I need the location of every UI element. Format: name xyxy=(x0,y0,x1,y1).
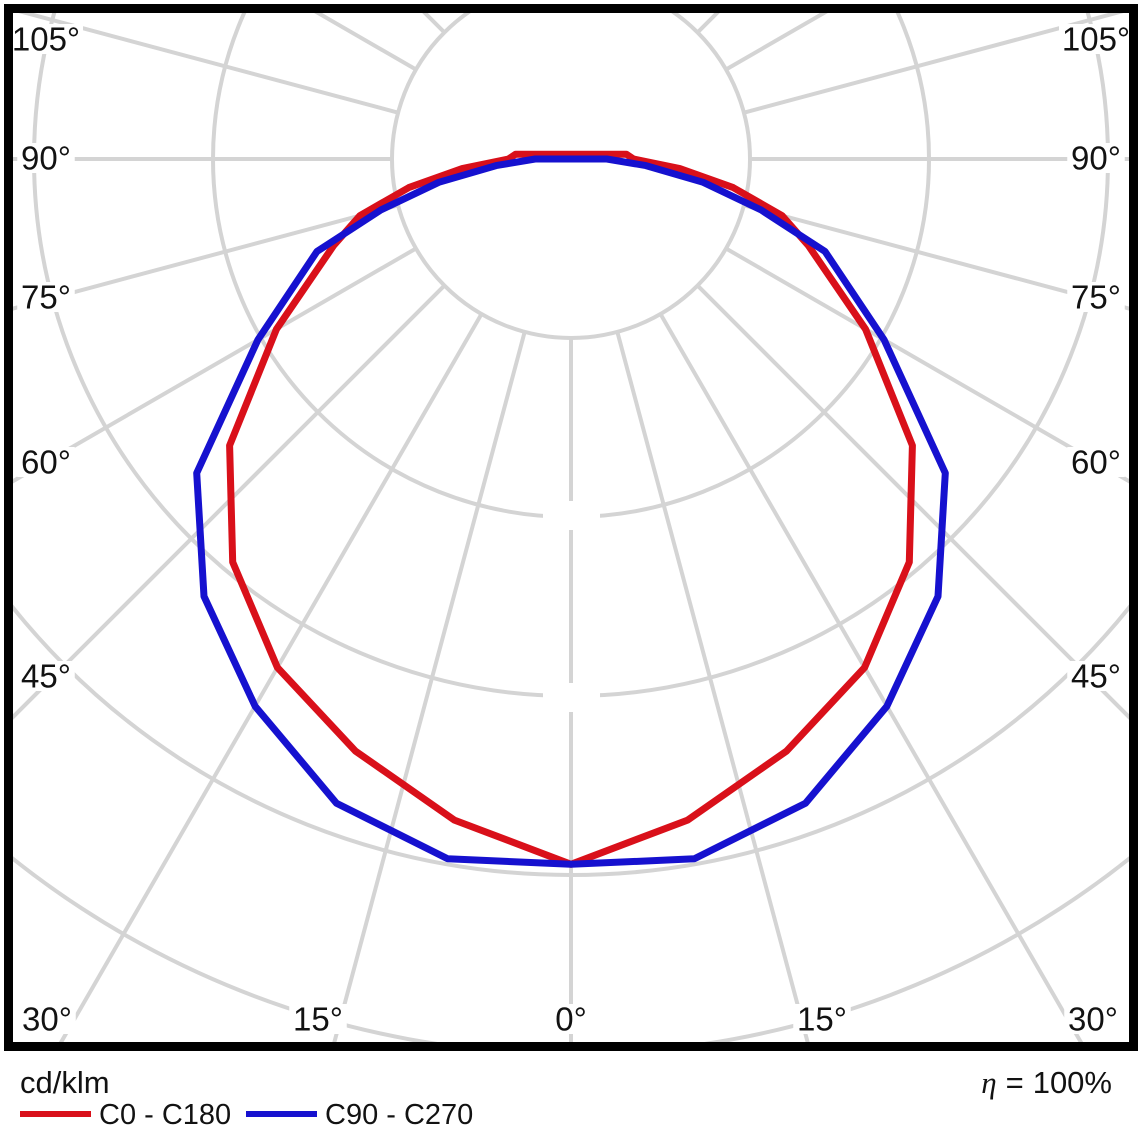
radial-unit-label: cd/klm xyxy=(20,1065,110,1100)
grid-spoke xyxy=(617,332,946,1132)
angle-label: 45° xyxy=(1071,658,1121,695)
angle-label: 90° xyxy=(21,140,71,177)
grid-spoke xyxy=(0,0,482,4)
angle-label: 105° xyxy=(12,21,80,58)
radial-value-blank xyxy=(543,683,600,712)
legend-label-c90-c270: C90 - C270 xyxy=(325,1099,473,1131)
legend-label-c0-c180: C0 - C180 xyxy=(99,1099,231,1131)
angle-label: 90° xyxy=(1071,140,1121,177)
angle-label: 60° xyxy=(21,444,71,481)
angle-label: 30° xyxy=(1068,1001,1118,1038)
angle-label: 0° xyxy=(555,1001,587,1038)
efficiency-value: η=100% xyxy=(981,1065,1112,1100)
angle-label: 75° xyxy=(21,279,71,316)
legend: cd/klm C0 - C180 C90 - C270 η=100% xyxy=(20,1065,1112,1131)
angle-label: 105° xyxy=(1062,21,1130,58)
angle-label: 45° xyxy=(21,658,71,695)
angle-label: 75° xyxy=(1071,279,1121,316)
angle-label: 15° xyxy=(797,1001,847,1038)
angle-label: 15° xyxy=(293,1001,343,1038)
angle-label: 60° xyxy=(1071,444,1121,481)
grid-spoke xyxy=(196,332,525,1132)
grid-spoke xyxy=(661,0,1142,4)
grid-ring xyxy=(392,0,750,338)
angle-label: 30° xyxy=(22,1001,72,1038)
radial-value-blank xyxy=(543,501,600,530)
